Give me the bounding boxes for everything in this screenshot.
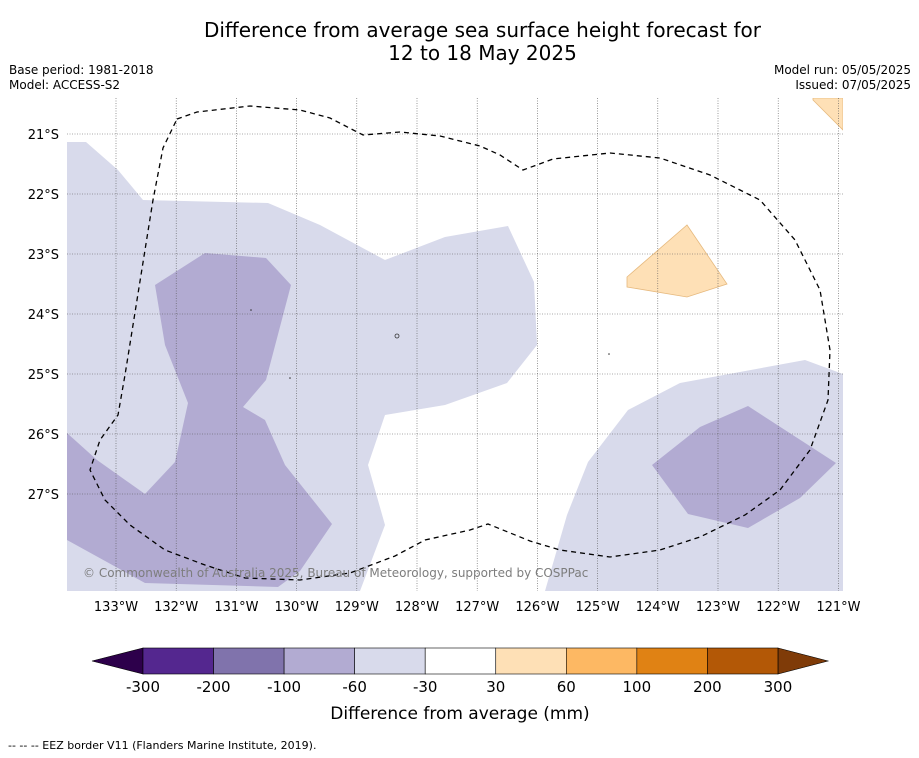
colorbar-cell [142,647,214,675]
eez-footnote: -- -- -- EEZ border V11 (Flanders Marine… [8,739,317,752]
colorbar-over-triangle [777,647,830,675]
colorbar-cell [213,647,285,675]
anomaly-region-minus60-west [67,253,332,587]
longitude-label: 127°W [455,600,499,615]
latitude-label: 26°S [28,428,59,443]
colorbar-tick-label: -100 [267,678,301,696]
anomaly-region-minus60-east [652,406,836,528]
colorbar-cells [142,647,779,675]
colorbar-cell [283,647,355,675]
colorbar-cell [707,647,779,675]
longitude-label: 121°W [816,600,860,615]
colorbar-tick-labels: -300 -200 -100 -60 -30 30 60 100 200 300 [126,678,792,696]
colorbar-under-triangle [91,647,144,675]
issued-date: Issued: 07/05/2025 [795,78,911,92]
colorbar-cell [565,647,638,675]
island-marker [250,309,252,311]
colorbar-tick-label: -300 [126,678,160,696]
map-title-line-1: Difference from average sea surface heig… [203,18,762,42]
latitude-label: 23°S [28,248,59,263]
longitude-label: 132°W [154,600,198,615]
map-panel: © Commonwealth of Australia 2025, Bureau… [67,98,843,591]
colorbar-tick-label: 300 [764,678,793,696]
colorbar-tick-label: -60 [342,678,367,696]
base-period: Base period: 1981-2018 [9,63,154,77]
colorbar-tick-label: 60 [557,678,576,696]
colorbar-cell [495,647,567,675]
colorbar-tick-label: 30 [486,678,505,696]
latitude-label: 22°S [28,188,59,203]
latitude-label: 27°S [28,488,59,503]
colorbar: -300 -200 -100 -60 -30 30 60 100 200 300 Differen… [91,647,830,724]
colorbar-cell [636,647,708,675]
colorbar-cell [424,647,497,675]
anomaly-region-plus30-northeast [812,98,843,131]
island-marker [289,377,291,379]
latitude-label: 21°S [28,128,59,143]
colorbar-label: Difference from average (mm) [330,704,589,724]
copyright-watermark: © Commonwealth of Australia 2025, Bureau… [83,566,588,580]
model-name: Model: ACCESS-S2 [9,78,121,92]
island-marker [394,333,400,339]
longitude-label: 130°W [275,600,319,615]
latitude-label: 24°S [28,308,59,323]
longitude-label: 131°W [214,600,258,615]
colorbar-tick-label: -200 [197,678,231,696]
longitude-label: 122°W [756,600,800,615]
colorbar-tick-label: -30 [413,678,438,696]
map-title-line-2: 12 to 18 May 2025 [388,41,577,65]
longitude-label: 125°W [576,600,620,615]
metadata-right: Model run: 05/05/2025 Issued: 07/05/2025 [774,63,911,93]
longitude-label: 124°W [636,600,680,615]
latitude-label: 25°S [28,368,59,383]
longitude-label: 128°W [395,600,439,615]
longitude-label: 123°W [696,600,740,615]
anomaly-region-plus30-center [626,224,728,298]
eez-border [89,105,831,581]
colorbar-tick-label: 200 [693,678,722,696]
longitude-labels: 133°W 132°W 131°W 130°W 129°W 128°W 127°W 126°W… [94,600,861,615]
longitude-label: 129°W [335,600,379,615]
metadata-left: Base period: 1981-2018 Model: ACCESS-S2 [9,63,154,93]
longitude-label: 126°W [515,600,559,615]
island-marker [608,353,610,355]
colorbar-tick-label: 100 [623,678,652,696]
longitude-label: 133°W [94,600,138,615]
model-run: Model run: 05/05/2025 [773,63,911,77]
latitude-labels: 21°S 22°S 23°S 24°S 25°S 26°S 27°S [28,128,59,503]
colorbar-cell [354,647,426,675]
gridlines [67,98,843,591]
